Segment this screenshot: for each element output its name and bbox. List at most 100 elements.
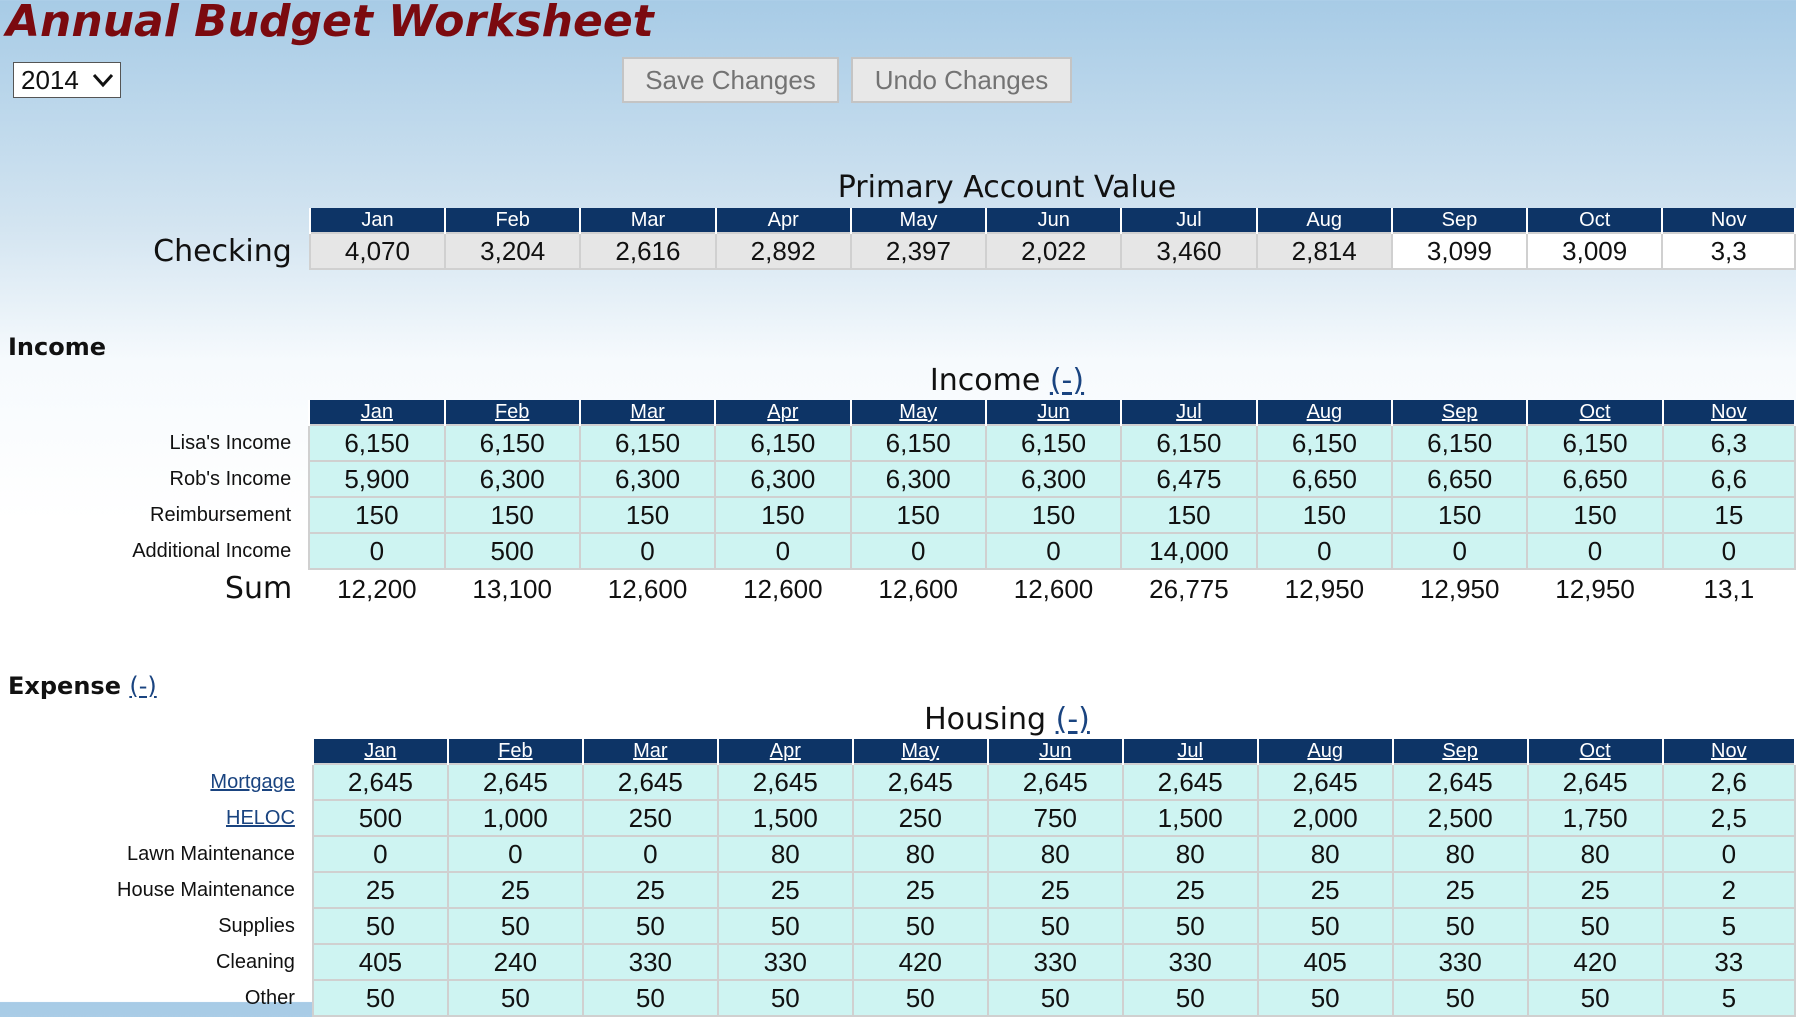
budget-cell[interactable]: 15 — [1661, 496, 1796, 534]
budget-cell[interactable]: 50 — [986, 979, 1124, 1017]
budget-cell[interactable]: 25 — [986, 871, 1124, 909]
budget-cell[interactable]: 50 — [1391, 979, 1529, 1017]
budget-cell[interactable]: 6,300 — [578, 460, 717, 498]
month-header-link[interactable]: Feb — [446, 739, 584, 764]
budget-cell[interactable]: 0 — [446, 835, 584, 873]
budget-cell[interactable]: 6,150 — [1255, 424, 1394, 462]
budget-cell[interactable]: 14,000 — [1120, 532, 1258, 570]
budget-cell[interactable]: 1,750 — [1526, 799, 1664, 837]
budget-cell[interactable]: 150 — [849, 496, 987, 534]
budget-cell[interactable]: 80 — [1256, 835, 1394, 873]
budget-cell[interactable]: 2,645 — [311, 763, 449, 801]
budget-cell[interactable]: 250 — [851, 799, 989, 837]
budget-cell[interactable]: 50 — [311, 979, 449, 1017]
budget-cell[interactable]: 50 — [1526, 979, 1664, 1017]
budget-cell[interactable]: 2,645 — [986, 763, 1124, 801]
budget-cell[interactable]: 2,000 — [1256, 799, 1394, 837]
month-header-link[interactable]: Jul — [1120, 400, 1258, 425]
budget-cell[interactable]: 80 — [1526, 835, 1664, 873]
budget-cell[interactable]: 2,645 — [716, 763, 854, 801]
budget-cell[interactable]: 2,645 — [581, 763, 719, 801]
budget-cell[interactable]: 2,6 — [1661, 763, 1796, 801]
budget-cell[interactable]: 6,650 — [1255, 460, 1394, 498]
budget-cell[interactable]: 6,6 — [1661, 460, 1796, 498]
row-label-link[interactable]: HELOC — [226, 806, 295, 829]
budget-cell[interactable]: 150 — [984, 496, 1123, 534]
budget-cell[interactable]: 33 — [1661, 943, 1796, 981]
budget-cell[interactable]: 50 — [1256, 979, 1394, 1017]
budget-cell[interactable]: 405 — [311, 943, 449, 981]
budget-cell[interactable]: 330 — [581, 943, 719, 981]
budget-cell[interactable]: 50 — [851, 907, 989, 945]
budget-cell[interactable]: 330 — [716, 943, 854, 981]
month-header-link[interactable]: May — [851, 739, 989, 764]
budget-cell[interactable]: 0 — [581, 835, 719, 873]
budget-cell[interactable]: 25 — [311, 871, 449, 909]
budget-cell[interactable]: 6,300 — [443, 460, 581, 498]
month-header-link[interactable]: Jul — [1121, 739, 1259, 764]
budget-cell[interactable]: 50 — [446, 907, 584, 945]
budget-cell[interactable]: 6,150 — [308, 424, 446, 462]
budget-cell[interactable]: 6,650 — [1391, 460, 1529, 498]
month-header-link[interactable]: Aug — [1256, 739, 1394, 764]
budget-cell[interactable]: 50 — [1391, 907, 1529, 945]
budget-cell[interactable]: 0 — [1255, 532, 1394, 570]
budget-cell[interactable]: 150 — [308, 496, 446, 534]
budget-cell[interactable]: 2 — [1661, 871, 1796, 909]
budget-cell[interactable]: 6,150 — [714, 424, 852, 462]
budget-cell[interactable]: 0 — [311, 835, 449, 873]
budget-cell[interactable]: 6,650 — [1526, 460, 1664, 498]
budget-cell[interactable]: 2,645 — [1256, 763, 1394, 801]
budget-cell[interactable]: 0 — [984, 532, 1123, 570]
budget-cell[interactable]: 6,475 — [1120, 460, 1258, 498]
budget-cell[interactable]: 6,150 — [849, 424, 987, 462]
budget-cell[interactable]: 500 — [443, 532, 581, 570]
budget-cell[interactable]: 80 — [851, 835, 989, 873]
budget-cell[interactable]: 80 — [986, 835, 1124, 873]
budget-cell[interactable]: 150 — [1255, 496, 1394, 534]
budget-cell[interactable]: 150 — [1526, 496, 1664, 534]
budget-cell[interactable]: 80 — [1121, 835, 1259, 873]
budget-cell[interactable]: 6,150 — [443, 424, 581, 462]
month-header-link[interactable]: Jun — [984, 400, 1123, 425]
month-header-link[interactable]: Jan — [311, 739, 449, 764]
budget-cell[interactable]: 2,645 — [851, 763, 989, 801]
housing-collapse-toggle[interactable]: (-) — [1055, 702, 1090, 737]
budget-cell[interactable]: 2,645 — [446, 763, 584, 801]
month-header-link[interactable]: Sep — [1391, 400, 1529, 425]
checking-cell[interactable]: 3,009 — [1526, 232, 1664, 270]
budget-cell[interactable]: 1,500 — [716, 799, 854, 837]
budget-cell[interactable]: 6,150 — [578, 424, 717, 462]
budget-cell[interactable]: 240 — [446, 943, 584, 981]
budget-cell[interactable]: 50 — [581, 979, 719, 1017]
budget-cell[interactable]: 25 — [1526, 871, 1664, 909]
month-header-link[interactable]: Jun — [986, 739, 1124, 764]
budget-cell[interactable]: 50 — [851, 979, 989, 1017]
income-collapse-toggle[interactable]: (-) — [1049, 363, 1085, 398]
budget-cell[interactable]: 6,150 — [1526, 424, 1664, 462]
budget-cell[interactable]: 50 — [1256, 907, 1394, 945]
budget-cell[interactable]: 50 — [716, 979, 854, 1017]
checking-cell[interactable]: 3,099 — [1390, 232, 1529, 270]
budget-cell[interactable]: 25 — [1121, 871, 1259, 909]
budget-cell[interactable]: 6,150 — [984, 424, 1123, 462]
budget-cell[interactable]: 25 — [716, 871, 854, 909]
budget-cell[interactable]: 150 — [1391, 496, 1529, 534]
budget-cell[interactable]: 5 — [1661, 979, 1796, 1017]
budget-cell[interactable]: 50 — [986, 907, 1124, 945]
budget-cell[interactable]: 750 — [986, 799, 1124, 837]
budget-cell[interactable]: 0 — [849, 532, 987, 570]
month-header-link[interactable]: Nov — [1661, 400, 1796, 425]
budget-cell[interactable]: 150 — [714, 496, 852, 534]
budget-cell[interactable]: 50 — [446, 979, 584, 1017]
month-header-link[interactable]: Feb — [443, 400, 581, 425]
budget-cell[interactable]: 25 — [851, 871, 989, 909]
month-header-link[interactable]: Apr — [716, 739, 854, 764]
year-select[interactable]: 2014 — [13, 62, 121, 98]
budget-cell[interactable]: 150 — [578, 496, 717, 534]
budget-cell[interactable]: 1,500 — [1121, 799, 1259, 837]
budget-cell[interactable]: 5 — [1661, 907, 1796, 945]
budget-cell[interactable]: 25 — [1256, 871, 1394, 909]
budget-cell[interactable]: 0 — [1391, 532, 1529, 570]
budget-cell[interactable]: 330 — [1121, 943, 1259, 981]
